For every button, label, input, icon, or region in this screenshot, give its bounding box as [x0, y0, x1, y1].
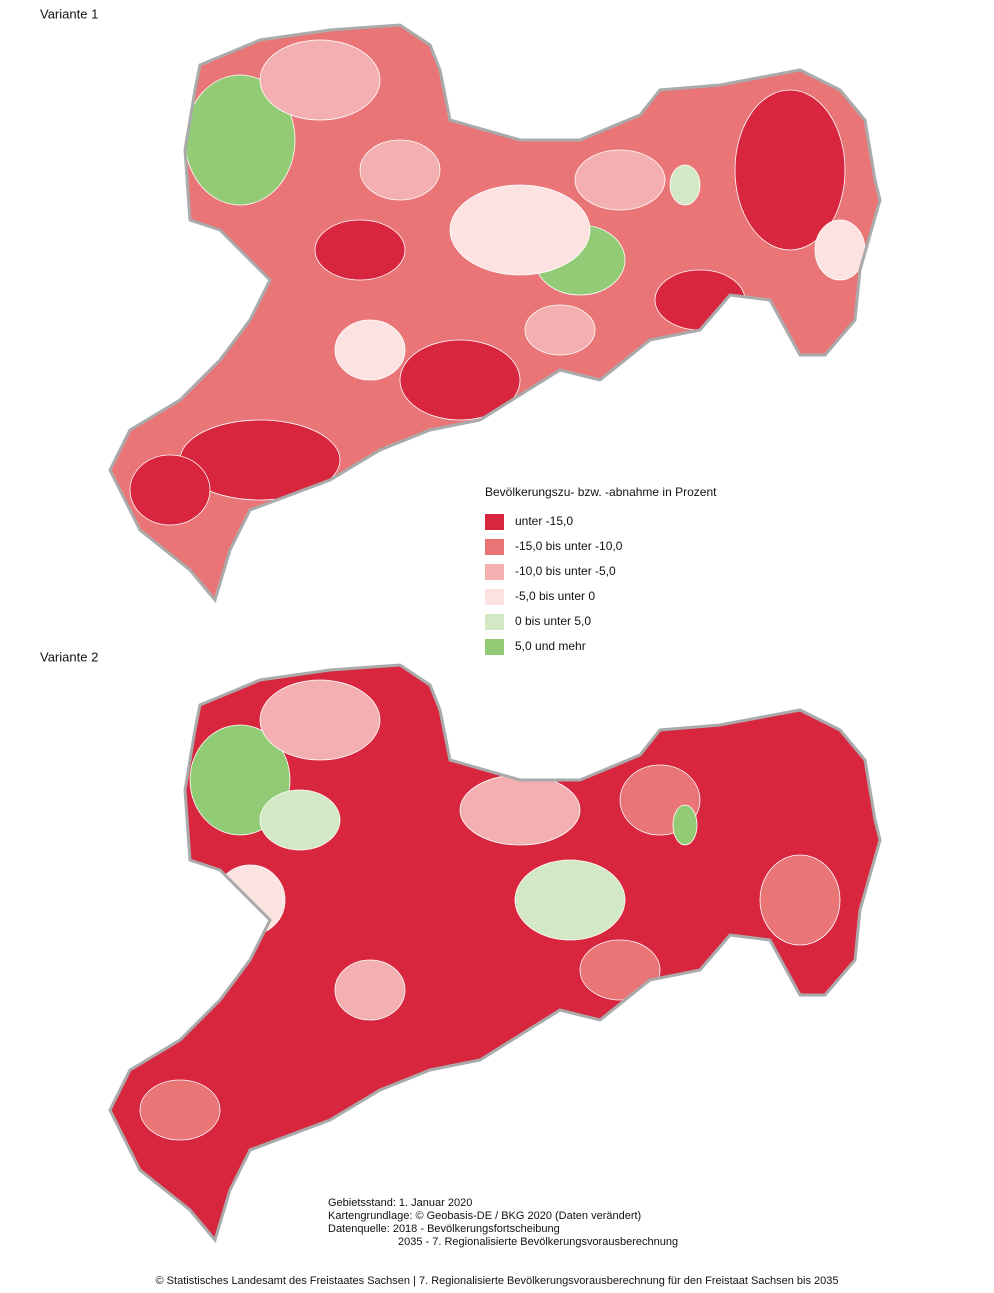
region [259, 39, 381, 121]
region [314, 219, 406, 281]
region [574, 149, 666, 211]
region [449, 184, 591, 276]
note: Datenquelle: 2018 - Bevölkerungsfortsche… [328, 1223, 560, 1235]
region [459, 774, 581, 846]
legend-title: Bevölkerungszu- bzw. -abnahme in Prozent [485, 485, 717, 499]
region [139, 1079, 221, 1141]
legend-swatch [485, 564, 504, 580]
region [654, 269, 746, 331]
region [579, 939, 661, 1001]
region [814, 219, 866, 281]
region [334, 319, 406, 381]
legend-swatch [485, 539, 504, 555]
region [672, 804, 698, 846]
note: Kartengrundlage: © Geobasis-DE / BKG 202… [328, 1210, 641, 1222]
legend: Bevölkerungszu- bzw. -abnahme in Prozent… [485, 485, 717, 655]
region [759, 854, 841, 946]
region [259, 789, 341, 851]
legend-swatch [485, 614, 504, 630]
legend-swatch [485, 514, 504, 530]
legend-label: 5,0 und mehr [515, 639, 586, 653]
region [734, 89, 846, 251]
legend-label: -5,0 bis unter 0 [515, 589, 595, 603]
legend-label: unter -15,0 [515, 514, 573, 528]
region [129, 454, 211, 526]
region [259, 679, 381, 761]
legend-label: -10,0 bis unter -5,0 [515, 564, 616, 578]
note: 2035 - 7. Regionalisierte Bevölkerungsvo… [398, 1236, 678, 1248]
region [399, 339, 521, 421]
legend-label: 0 bis unter 5,0 [515, 614, 591, 628]
legend-swatch [485, 589, 504, 605]
legend-swatch [485, 639, 504, 655]
legend-label: -15,0 bis unter -10,0 [515, 539, 623, 553]
footer: © Statistisches Landesamt des Freistaate… [156, 1275, 839, 1287]
note: Gebietsstand: 1. Januar 2020 [328, 1197, 472, 1209]
panel-label: Variante 2 [40, 649, 98, 664]
panel-label: Variante 1 [40, 6, 98, 21]
region [669, 164, 701, 206]
region [359, 139, 441, 201]
region [524, 304, 596, 356]
region [514, 859, 626, 941]
notes: Gebietsstand: 1. Januar 2020 Kartengrund… [328, 1197, 678, 1248]
region [334, 959, 406, 1021]
map [108, 23, 882, 602]
map [108, 663, 882, 1242]
